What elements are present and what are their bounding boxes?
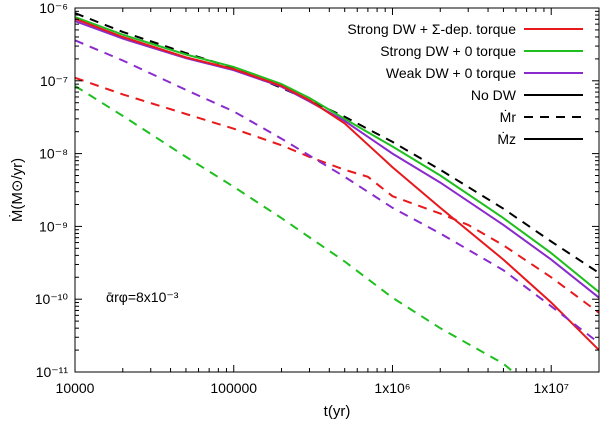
alpha-annotation: ᾱrφ=8x10⁻³ [106,289,179,305]
y-tick-label: 10⁻⁶ [39,0,68,16]
ticks-layer: 10000 100000 1x10⁶ 1x10⁷ 10⁻¹¹ 10⁻¹⁰ 10⁻⁹ 10⁻⁸ 1… [35,0,600,396]
x-tick-label: 10000 [56,380,95,396]
x-axis-label: t(yr) [324,403,351,420]
y-tick-label: 10⁻⁸ [39,146,68,162]
y-tick-label: 10⁻⁷ [40,73,68,89]
x-tick-label: 1x10⁷ [533,380,568,396]
series-layer [75,12,599,372]
series-line-1 [75,16,599,293]
legend-label: Strong DW + 0 torque [380,43,516,59]
x-tick-label: 100000 [210,380,257,396]
y-tick-label: 10⁻⁹ [39,218,68,234]
y-axis-label: Ṁ(M⊙/yr) [8,158,26,222]
series-line-3 [75,17,599,351]
series-line-5 [75,39,599,344]
legend-label: Ṁz [497,130,516,147]
x-tick-label: 1x10⁶ [374,380,410,396]
series-line-0 [75,12,599,274]
y-tick-label: 10⁻¹¹ [36,364,69,380]
legend-label: Weak DW + 0 torque [386,65,516,81]
legend-label: No DW [471,87,517,103]
series-line-4 [75,76,599,314]
y-tick-label: 10⁻¹⁰ [35,291,69,307]
legend-label: Ṁr [500,108,517,125]
legend-label: Strong DW + Σ-dep. torque [347,21,516,37]
plot-frame [74,7,600,373]
legend: Strong DW + Σ-dep. torque Strong DW + 0 t… [347,21,583,147]
series-line-6 [75,85,515,372]
